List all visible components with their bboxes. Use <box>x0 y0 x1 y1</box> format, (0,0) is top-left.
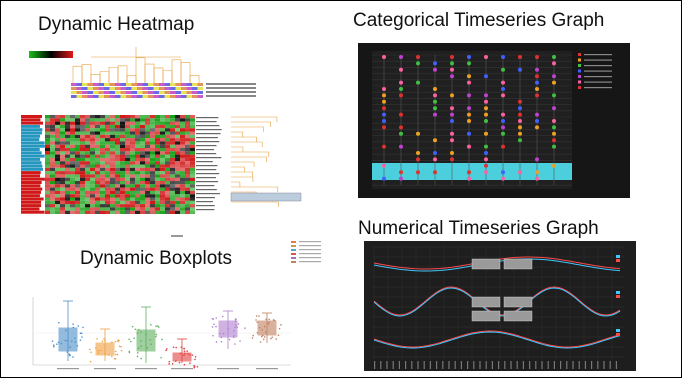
column-dendrogram <box>72 47 200 83</box>
boxplots-title: Dynamic Boxplots <box>80 248 233 269</box>
heatmap-matrix <box>45 115 195 214</box>
heatmap-figure <box>21 47 302 214</box>
numerical-figure <box>372 245 624 369</box>
numerical-panel[interactable] <box>364 241 636 371</box>
categorical-figure <box>372 51 612 189</box>
row-labels <box>196 117 222 211</box>
heatmap-title: Dynamic Heatmap <box>38 14 195 35</box>
boxplots-panel[interactable] <box>21 233 326 373</box>
color-scale-bar <box>29 51 73 58</box>
categorical-title: Categorical Timeseries Graph <box>353 10 605 31</box>
annotation-bars <box>71 83 256 98</box>
row-dendrogram <box>230 116 302 207</box>
boxplots-figure <box>32 235 321 370</box>
heatmap-panel[interactable] <box>21 43 321 215</box>
row-side-bars <box>21 115 45 214</box>
categorical-panel[interactable] <box>358 43 630 198</box>
numerical-title: Numerical Timeseries Graph <box>358 218 599 239</box>
